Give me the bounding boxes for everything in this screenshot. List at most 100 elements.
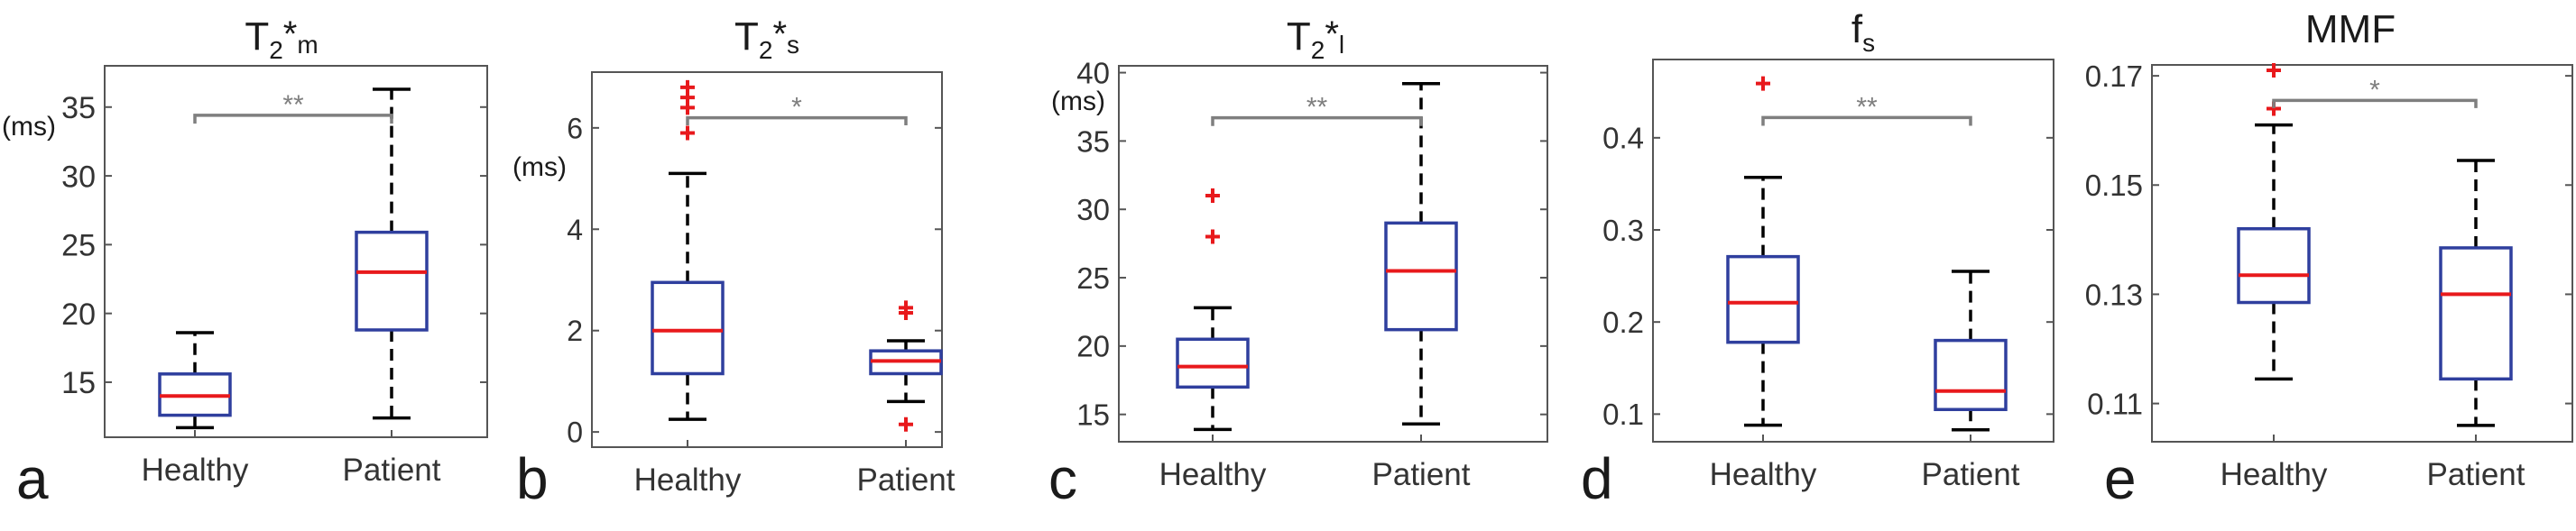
y-tick-label: 4 bbox=[567, 214, 583, 246]
y-tick-label: 0.4 bbox=[1602, 122, 1644, 155]
y-tick-label: 30 bbox=[61, 160, 96, 194]
iqr-box bbox=[1726, 254, 1800, 344]
title-subscript: 2 bbox=[1311, 36, 1325, 64]
title-star: * bbox=[1325, 14, 1339, 54]
panel-title: T2*s bbox=[734, 14, 799, 64]
y-tick-label: 25 bbox=[1076, 261, 1110, 295]
y-axis-label: (ms) bbox=[2, 112, 56, 142]
title-subscript: s bbox=[787, 31, 799, 59]
x-tick-label: Healthy bbox=[1159, 457, 1267, 492]
title-star: * bbox=[772, 14, 787, 54]
iqr-box bbox=[1176, 337, 1250, 389]
box-healthy bbox=[651, 79, 725, 421]
significance-label: * bbox=[2369, 75, 2380, 105]
y-tick-label: 0.11 bbox=[2087, 387, 2143, 420]
title-subscript: s bbox=[1862, 29, 1875, 57]
outlier-marker bbox=[899, 300, 913, 316]
box-patient bbox=[355, 87, 429, 420]
y-tick-label: 15 bbox=[61, 366, 96, 400]
panel-title: MMF bbox=[2305, 7, 2396, 51]
panel-c: 15 20 25 30 35 40 Healthy Patient ** T2*l (ms) c bbox=[1048, 14, 1548, 511]
iqr-box bbox=[355, 230, 429, 332]
significance-bracket bbox=[1211, 115, 1423, 126]
significance-bracket bbox=[2272, 98, 2478, 108]
outlier-marker bbox=[1756, 76, 1770, 91]
box-healthy bbox=[1726, 76, 1800, 427]
y-tick-label: 0.2 bbox=[1602, 306, 1644, 339]
x-tick-label: Healthy bbox=[2221, 457, 2328, 492]
y-tick-label: 25 bbox=[61, 229, 96, 263]
title-main: MMF bbox=[2305, 7, 2396, 51]
significance-bracket bbox=[1761, 115, 1972, 126]
y-tick-label: 0 bbox=[567, 417, 583, 449]
plot-frame bbox=[1652, 59, 2054, 443]
title-main: f bbox=[1851, 7, 1863, 51]
significance-bracket bbox=[193, 114, 393, 124]
panel-title: fs bbox=[1851, 7, 1875, 57]
iqr-box bbox=[651, 280, 725, 376]
plot-frame bbox=[1118, 65, 1548, 443]
plot-frame bbox=[591, 71, 943, 448]
panel-title: T2*l bbox=[1287, 14, 1344, 64]
box-healthy bbox=[2237, 63, 2311, 381]
y-tick-label: 30 bbox=[1076, 193, 1110, 226]
plot-frame bbox=[104, 65, 488, 438]
box-patient bbox=[1934, 270, 2008, 432]
title-subscript: m bbox=[297, 31, 318, 59]
title-subscript: 2 bbox=[269, 36, 283, 64]
y-tick-label: 0.17 bbox=[2085, 60, 2143, 93]
x-tick-label: Healthy bbox=[634, 462, 742, 498]
box-patient bbox=[869, 300, 943, 432]
title-subscript: l bbox=[1339, 31, 1344, 59]
x-tick-label: Patient bbox=[857, 462, 956, 498]
significance-bracket bbox=[686, 115, 908, 126]
outlier-marker bbox=[899, 417, 913, 432]
iqr-box bbox=[1384, 221, 1458, 332]
y-tick-label: 20 bbox=[1076, 330, 1110, 363]
x-tick-label: Healthy bbox=[142, 453, 249, 488]
y-tick-label: 2 bbox=[567, 315, 583, 347]
significance-label: ** bbox=[1306, 93, 1328, 123]
box-patient bbox=[2439, 159, 2513, 427]
y-tick-label: 40 bbox=[1076, 56, 1110, 89]
iqr-box bbox=[1934, 338, 2008, 411]
iqr-box bbox=[2439, 246, 2513, 381]
significance-label: * bbox=[791, 93, 802, 123]
outlier-marker bbox=[1205, 229, 1220, 244]
x-tick-label: Patient bbox=[1372, 457, 1471, 492]
box-healthy bbox=[158, 331, 232, 430]
outlier-marker bbox=[680, 79, 695, 95]
panel-letter: a bbox=[16, 446, 49, 511]
significance-label: ** bbox=[282, 90, 304, 120]
title-main: T bbox=[734, 14, 759, 59]
y-axis-label: (ms) bbox=[512, 152, 567, 182]
y-tick-label: 0.15 bbox=[2085, 169, 2143, 202]
title-main: T bbox=[1287, 14, 1311, 59]
y-axis-label: (ms) bbox=[1051, 87, 1105, 116]
y-tick-label: 0.1 bbox=[1602, 398, 1644, 431]
outlier-marker bbox=[680, 125, 695, 141]
x-tick-label: Healthy bbox=[1710, 457, 1817, 492]
plot-frame bbox=[2151, 64, 2573, 443]
y-tick-label: 6 bbox=[567, 112, 583, 144]
x-tick-label: Patient bbox=[343, 453, 441, 488]
y-tick-label: 15 bbox=[1076, 398, 1110, 432]
box-patient bbox=[1384, 81, 1458, 426]
y-tick-label: 0.13 bbox=[2085, 278, 2143, 311]
x-tick-label: Patient bbox=[2427, 457, 2525, 492]
panel-letter: b bbox=[516, 446, 549, 511]
x-tick-label: Patient bbox=[1922, 457, 2020, 492]
panel-a: 15 20 25 30 35 Healthy Patient ** T2*m (ms) a bbox=[2, 14, 488, 511]
y-tick-label: 0.3 bbox=[1602, 214, 1644, 247]
outlier-marker bbox=[1205, 188, 1220, 204]
panel-d: 0.1 0.2 0.3 0.4 Healthy Patient ** fs d bbox=[1581, 7, 2054, 511]
panel-letter: c bbox=[1048, 446, 1077, 511]
y-tick-label: 20 bbox=[61, 298, 96, 332]
significance-label: ** bbox=[1856, 92, 1878, 122]
box-healthy bbox=[1176, 188, 1250, 432]
panel-title: T2*m bbox=[245, 14, 318, 64]
title-main: T bbox=[245, 14, 269, 59]
panel-letter: e bbox=[2104, 446, 2137, 511]
